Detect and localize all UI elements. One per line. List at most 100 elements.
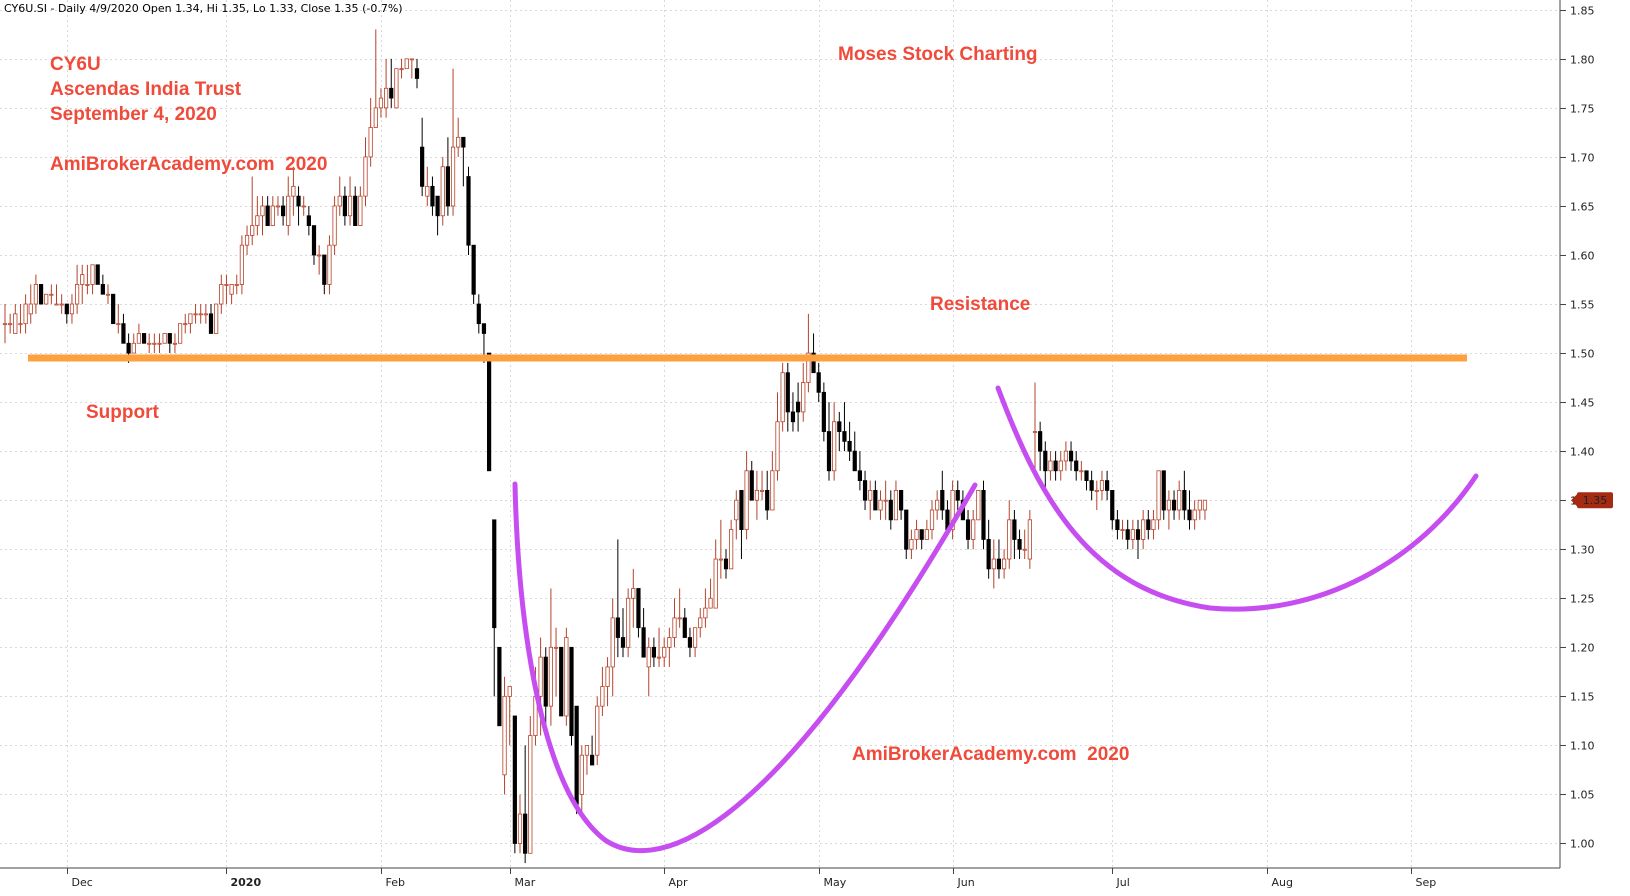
candle: [224, 274, 229, 305]
candle: [759, 470, 765, 501]
candle: [1141, 510, 1146, 550]
candle: [100, 274, 105, 295]
candle: [1151, 510, 1156, 540]
candle-body: [492, 519, 497, 629]
candle-body: [136, 333, 141, 344]
candle: [821, 382, 826, 442]
candle-body: [80, 274, 85, 285]
candle: [1074, 451, 1079, 481]
x-tick-label: Feb: [386, 876, 405, 889]
candle-body: [574, 705, 579, 805]
candle-body: [667, 637, 672, 648]
candle-body: [363, 156, 368, 197]
candle-body: [75, 284, 80, 305]
candle: [1048, 451, 1053, 481]
candle: [579, 745, 584, 815]
candle-body: [1182, 489, 1187, 511]
candle-body: [1043, 450, 1048, 472]
candle-body: [677, 617, 682, 620]
candle-body: [193, 313, 198, 316]
candle-body: [1105, 480, 1110, 491]
candle-body: [1058, 460, 1063, 472]
candle: [584, 745, 590, 775]
candle-body: [687, 637, 693, 648]
candle-body: [806, 352, 811, 383]
candle-body: [703, 607, 708, 619]
candle: [873, 480, 878, 511]
candle: [605, 657, 610, 707]
candle-body: [754, 489, 760, 501]
candle: [389, 58, 394, 108]
candle: [996, 539, 1002, 579]
candle-body: [481, 323, 487, 334]
candle: [296, 186, 301, 226]
candle-body: [646, 646, 651, 668]
candle-body: [626, 597, 631, 648]
candle-body: [893, 489, 899, 521]
candle: [280, 196, 286, 226]
candle-body: [255, 215, 260, 226]
candle-body: [837, 421, 842, 432]
candle-body: [1048, 460, 1053, 472]
candle: [677, 588, 682, 628]
candle-body: [914, 529, 919, 540]
candle-body: [765, 489, 770, 511]
candle: [342, 186, 348, 226]
candle-body: [1002, 558, 1007, 570]
candle: [862, 470, 868, 511]
candle: [317, 245, 322, 275]
y-tick-label: 1.45: [1570, 397, 1595, 410]
candle: [924, 519, 929, 540]
candle-body: [672, 617, 677, 638]
candle-body: [1074, 460, 1079, 472]
candle-body: [1063, 450, 1068, 462]
candle: [28, 284, 33, 324]
candle: [188, 313, 193, 334]
candle-body: [157, 342, 162, 345]
candle-body: [862, 480, 868, 501]
candle-body: [1187, 509, 1192, 521]
candle: [69, 294, 75, 324]
candle: [909, 529, 914, 560]
candle-body: [1084, 470, 1089, 481]
candle: [1120, 519, 1125, 540]
candle-body: [1068, 450, 1074, 462]
candle-body: [296, 195, 301, 207]
candle: [672, 598, 677, 648]
candle: [590, 735, 595, 766]
candle-body: [8, 323, 13, 326]
candle-body: [224, 284, 229, 286]
candle: [790, 392, 796, 432]
candle-body: [95, 264, 100, 285]
y-tick-label: 1.50: [1570, 348, 1595, 361]
x-tick-label: Mar: [515, 876, 536, 889]
candle: [806, 313, 811, 393]
grid: [0, 10, 1560, 844]
candle: [811, 333, 816, 374]
candle-body: [847, 440, 852, 452]
candle-body: [126, 342, 131, 354]
candle: [13, 304, 18, 334]
candle: [275, 196, 281, 216]
candle: [420, 117, 425, 197]
candle: [914, 519, 919, 550]
candle: [141, 333, 147, 344]
candle: [260, 196, 265, 236]
y-tick-label: 1.70: [1570, 152, 1595, 165]
candle-body: [1110, 489, 1115, 521]
candle-body: [100, 284, 105, 295]
candle-body: [816, 372, 821, 393]
candle: [523, 745, 528, 864]
candle-body: [523, 813, 528, 854]
candle: [44, 293, 49, 305]
candle-body: [935, 499, 940, 511]
candle: [90, 264, 95, 295]
candle-body: [105, 293, 111, 296]
candle: [214, 303, 219, 334]
candle-body: [821, 391, 826, 432]
candle-body: [662, 646, 667, 658]
candle-body: [507, 686, 512, 697]
candle: [698, 608, 703, 638]
candle-body: [868, 489, 873, 501]
candle-body: [214, 303, 219, 334]
